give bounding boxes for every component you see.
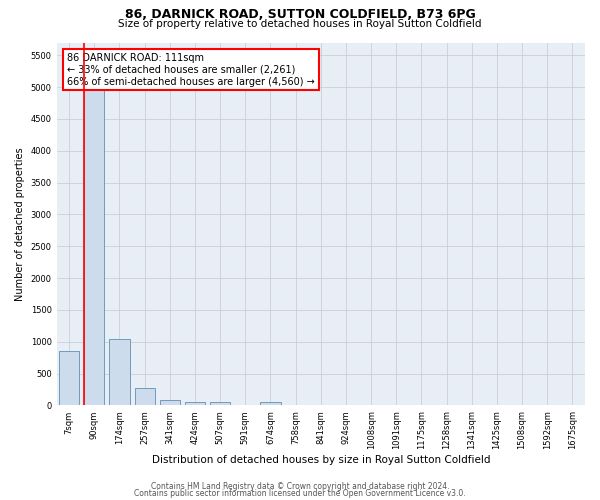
X-axis label: Distribution of detached houses by size in Royal Sutton Coldfield: Distribution of detached houses by size … — [152, 455, 490, 465]
Bar — [134, 388, 155, 406]
Text: 86, DARNICK ROAD, SUTTON COLDFIELD, B73 6PG: 86, DARNICK ROAD, SUTTON COLDFIELD, B73 … — [125, 8, 475, 20]
Bar — [210, 402, 230, 406]
Bar — [84, 55, 104, 406]
Text: Size of property relative to detached houses in Royal Sutton Coldfield: Size of property relative to detached ho… — [118, 19, 482, 29]
Y-axis label: Number of detached properties: Number of detached properties — [15, 147, 25, 301]
Bar — [260, 402, 281, 406]
Bar — [160, 400, 180, 406]
Text: Contains HM Land Registry data © Crown copyright and database right 2024.: Contains HM Land Registry data © Crown c… — [151, 482, 449, 491]
Text: Contains public sector information licensed under the Open Government Licence v3: Contains public sector information licen… — [134, 490, 466, 498]
Bar — [109, 338, 130, 406]
Bar — [185, 402, 205, 406]
Bar — [59, 352, 79, 406]
Text: 86 DARNICK ROAD: 111sqm
← 33% of detached houses are smaller (2,261)
66% of semi: 86 DARNICK ROAD: 111sqm ← 33% of detache… — [67, 54, 315, 86]
